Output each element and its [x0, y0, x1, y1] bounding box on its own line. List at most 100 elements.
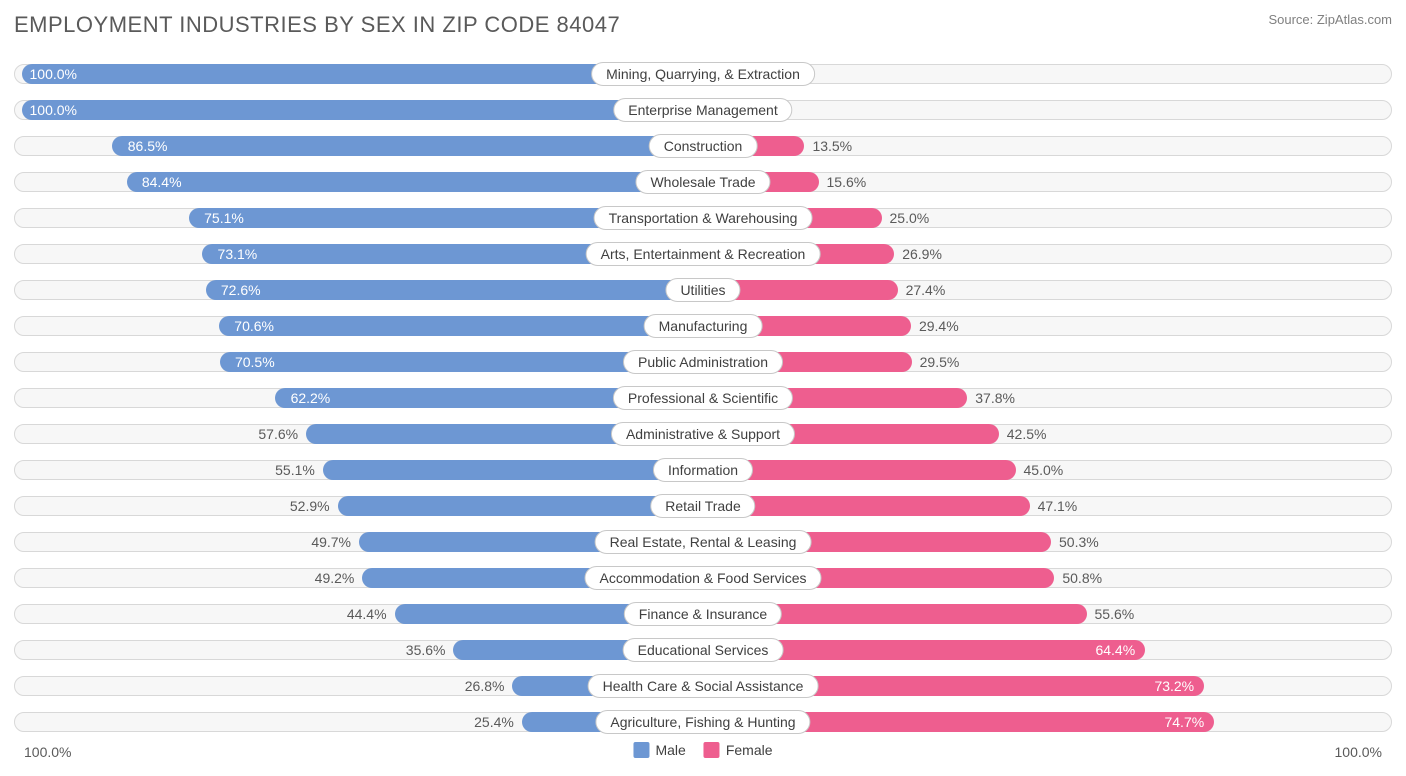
- value-female: 73.2%: [1154, 676, 1194, 696]
- category-label: Construction: [649, 134, 758, 158]
- value-female: 50.3%: [1059, 532, 1099, 552]
- category-label: Utilities: [665, 278, 740, 302]
- value-male: 44.4%: [347, 604, 387, 624]
- chart-row: 70.6% 29.4% Manufacturing: [14, 310, 1392, 341]
- chart-row: 55.1% 45.0% Information: [14, 454, 1392, 485]
- value-female: 64.4%: [1095, 640, 1135, 660]
- legend-label-male: Male: [655, 742, 685, 758]
- value-female: 25.0%: [890, 208, 930, 228]
- value-female: 29.5%: [920, 352, 960, 372]
- chart-row: 52.9% 47.1% Retail Trade: [14, 490, 1392, 521]
- category-label: Administrative & Support: [611, 422, 795, 446]
- category-label: Professional & Scientific: [613, 386, 793, 410]
- track-female: [714, 100, 1392, 120]
- diverging-bar-chart: 100.0%0.0%Mining, Quarrying, & Extractio…: [14, 58, 1392, 737]
- chart-row: 49.2% 50.8% Accommodation & Food Services: [14, 562, 1392, 593]
- swatch-male: [633, 742, 649, 758]
- chart-row: 75.1% 25.0% Transportation & Warehousing: [14, 202, 1392, 233]
- value-female: 27.4%: [906, 280, 946, 300]
- category-label: Wholesale Trade: [635, 170, 770, 194]
- value-male: 49.7%: [311, 532, 351, 552]
- value-male: 35.6%: [406, 640, 446, 660]
- chart-row: 35.6% 64.4% Educational Services: [14, 634, 1392, 665]
- value-female: 26.9%: [902, 244, 942, 264]
- chart-row: 49.7% 50.3% Real Estate, Rental & Leasing: [14, 526, 1392, 557]
- value-male: 72.6%: [221, 280, 261, 300]
- legend-item-female: Female: [704, 742, 773, 758]
- category-label: Mining, Quarrying, & Extraction: [591, 62, 815, 86]
- chart-row: 73.1% 26.9% Arts, Entertainment & Recreati…: [14, 238, 1392, 269]
- value-male: 52.9%: [290, 496, 330, 516]
- legend-item-male: Male: [633, 742, 685, 758]
- value-male: 26.8%: [465, 676, 505, 696]
- chart-row: 57.6% 42.5% Administrative & Support: [14, 418, 1392, 449]
- value-male: 100.0%: [30, 64, 77, 84]
- legend-label-female: Female: [726, 742, 773, 758]
- value-male: 49.2%: [315, 568, 355, 588]
- chart-row: 25.4% 74.7% Agriculture, Fishing & Hunting: [14, 706, 1392, 737]
- axis-label-right: 100.0%: [1335, 744, 1382, 760]
- axis-label-left: 100.0%: [24, 744, 71, 760]
- chart-row: 44.4% 55.6% Finance & Insurance: [14, 598, 1392, 629]
- bar-female: [714, 460, 1016, 480]
- value-male: 75.1%: [204, 208, 244, 228]
- value-male: 73.1%: [218, 244, 258, 264]
- category-label: Information: [653, 458, 753, 482]
- category-label: Arts, Entertainment & Recreation: [586, 242, 821, 266]
- bar-male: [323, 460, 692, 480]
- value-male: 70.5%: [235, 352, 275, 372]
- value-male: 62.2%: [291, 388, 331, 408]
- chart-row: 100.0%0.0%Enterprise Management: [14, 94, 1392, 125]
- value-male: 57.6%: [258, 424, 298, 444]
- chart-header: EMPLOYMENT INDUSTRIES BY SEX IN ZIP CODE…: [14, 12, 1392, 38]
- value-female: 13.5%: [812, 136, 852, 156]
- value-female: 74.7%: [1164, 712, 1204, 732]
- bar-male: [112, 136, 692, 156]
- bar-male: [219, 316, 692, 336]
- value-female: 29.4%: [919, 316, 959, 336]
- category-label: Educational Services: [623, 638, 784, 662]
- value-female: 15.6%: [827, 172, 867, 192]
- value-female: 47.1%: [1038, 496, 1078, 516]
- track-female: [714, 64, 1392, 84]
- chart-row: 100.0%0.0%Mining, Quarrying, & Extractio…: [14, 58, 1392, 89]
- category-label: Enterprise Management: [613, 98, 792, 122]
- bar-male: [206, 280, 692, 300]
- category-label: Health Care & Social Assistance: [588, 674, 819, 698]
- value-female: 45.0%: [1024, 460, 1064, 480]
- bar-female: [714, 496, 1030, 516]
- category-label: Accommodation & Food Services: [585, 566, 822, 590]
- category-label: Real Estate, Rental & Leasing: [595, 530, 812, 554]
- category-label: Manufacturing: [644, 314, 763, 338]
- value-female: 50.8%: [1062, 568, 1102, 588]
- bar-male: [22, 100, 692, 120]
- bar-female: [714, 280, 898, 300]
- bar-male: [338, 496, 692, 516]
- legend: Male Female: [633, 742, 772, 758]
- category-label: Finance & Insurance: [624, 602, 782, 626]
- chart-row: 72.6% 27.4% Utilities: [14, 274, 1392, 305]
- bar-male: [127, 172, 692, 192]
- chart-source: Source: ZipAtlas.com: [1268, 12, 1392, 27]
- category-label: Public Administration: [623, 350, 783, 374]
- bar-male: [220, 352, 692, 372]
- value-male: 70.6%: [234, 316, 274, 336]
- value-male: 55.1%: [275, 460, 315, 480]
- value-female: 42.5%: [1007, 424, 1047, 444]
- chart-footer: 100.0% Male Female 100.0%: [14, 742, 1392, 766]
- value-male: 84.4%: [142, 172, 182, 192]
- swatch-female: [704, 742, 720, 758]
- chart-title: EMPLOYMENT INDUSTRIES BY SEX IN ZIP CODE…: [14, 12, 620, 38]
- chart-row: 70.5% 29.5% Public Administration: [14, 346, 1392, 377]
- value-male: 86.5%: [128, 136, 168, 156]
- category-label: Transportation & Warehousing: [594, 206, 813, 230]
- value-female: 55.6%: [1095, 604, 1135, 624]
- value-male: 100.0%: [30, 100, 77, 120]
- chart-row: 84.4% 15.6% Wholesale Trade: [14, 166, 1392, 197]
- value-female: 37.8%: [975, 388, 1015, 408]
- chart-row: 86.5% 13.5% Construction: [14, 130, 1392, 161]
- category-label: Retail Trade: [650, 494, 755, 518]
- category-label: Agriculture, Fishing & Hunting: [595, 710, 810, 734]
- chart-row: 26.8% 73.2% Health Care & Social Assistanc…: [14, 670, 1392, 701]
- value-male: 25.4%: [474, 712, 514, 732]
